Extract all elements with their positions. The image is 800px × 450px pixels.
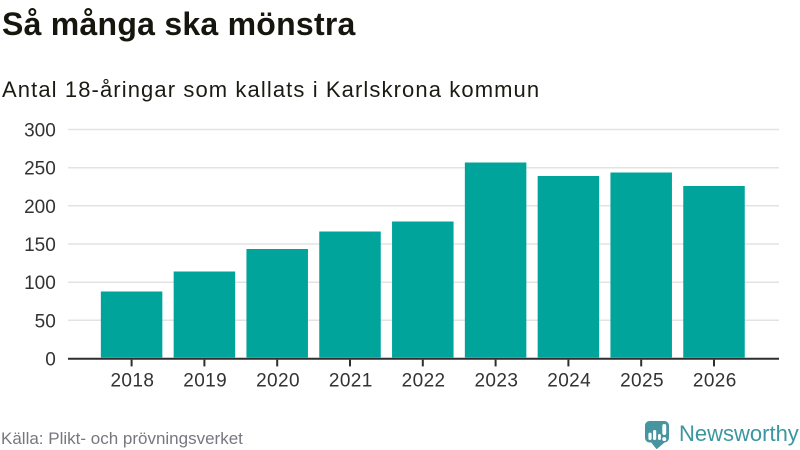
- svg-text:2019: 2019: [183, 371, 227, 392]
- svg-text:0: 0: [45, 350, 56, 371]
- svg-text:2020: 2020: [256, 371, 300, 392]
- svg-text:2026: 2026: [693, 371, 737, 392]
- svg-text:2018: 2018: [110, 371, 154, 392]
- svg-text:50: 50: [35, 311, 56, 332]
- svg-text:2023: 2023: [474, 371, 518, 392]
- svg-text:2022: 2022: [402, 371, 446, 392]
- svg-text:2025: 2025: [620, 371, 664, 392]
- svg-text:100: 100: [24, 273, 56, 294]
- svg-text:200: 200: [24, 197, 56, 218]
- svg-text:300: 300: [24, 121, 56, 142]
- svg-text:150: 150: [24, 235, 56, 256]
- svg-text:2024: 2024: [547, 371, 591, 392]
- svg-text:2021: 2021: [329, 371, 373, 392]
- svg-text:250: 250: [24, 159, 56, 180]
